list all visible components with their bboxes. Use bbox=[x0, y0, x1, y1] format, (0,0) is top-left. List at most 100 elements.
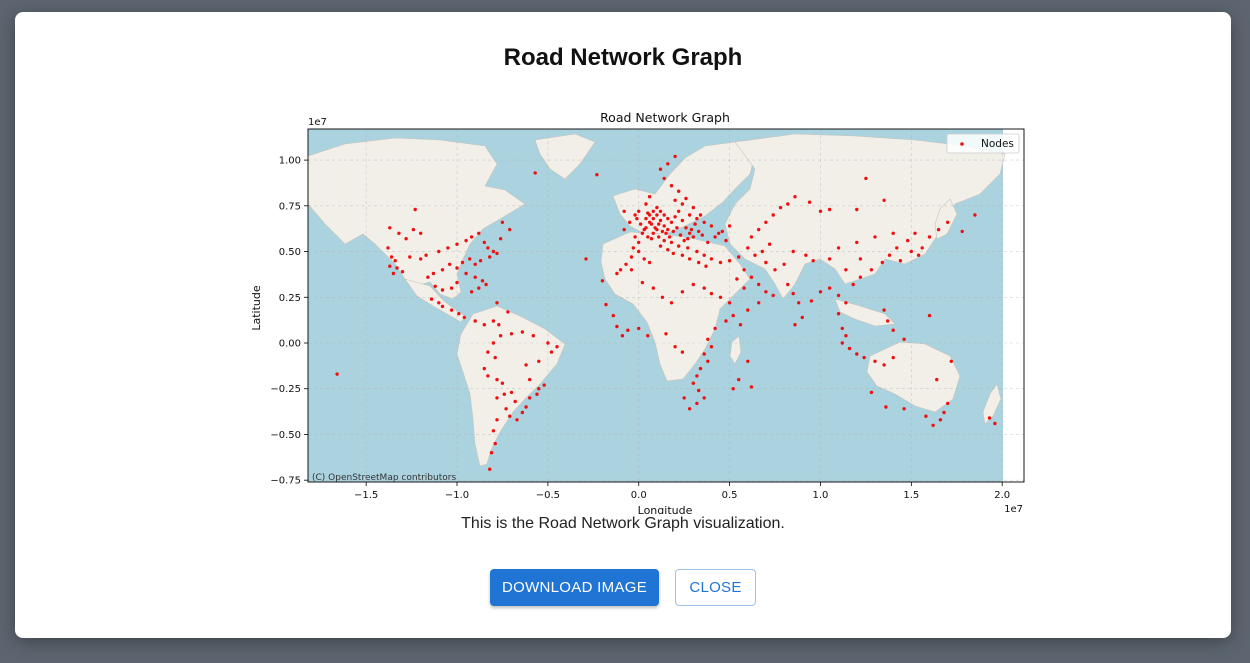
node-point bbox=[424, 253, 428, 257]
node-point bbox=[660, 295, 665, 299]
node-point bbox=[631, 246, 635, 250]
node-point bbox=[782, 262, 786, 266]
node-point bbox=[537, 387, 541, 391]
node-point bbox=[753, 253, 757, 257]
scatter-map-chart: (C) OpenStreetMap contributors −1.5 −1.0−… bbox=[250, 110, 1025, 517]
node-point bbox=[666, 227, 670, 232]
node-point bbox=[535, 392, 539, 396]
node-point bbox=[618, 268, 623, 272]
node-point bbox=[419, 257, 423, 261]
node-point bbox=[678, 233, 683, 237]
node-point bbox=[882, 363, 886, 367]
node-point bbox=[644, 202, 648, 206]
node-point bbox=[709, 224, 714, 228]
node-point bbox=[520, 410, 525, 415]
node-point bbox=[651, 216, 655, 221]
land-greenland bbox=[534, 133, 596, 180]
node-point bbox=[464, 271, 468, 276]
node-point bbox=[793, 195, 797, 199]
x-axis-ticks: −1.5 −1.0 −0.5 0.0 0.5 1.0 1.5 2.0 bbox=[354, 482, 1010, 501]
node-point bbox=[391, 271, 396, 276]
node-point bbox=[869, 390, 874, 395]
close-button[interactable]: CLOSE bbox=[675, 569, 756, 606]
node-point bbox=[647, 260, 652, 265]
node-point bbox=[658, 209, 663, 213]
node-point bbox=[495, 251, 499, 256]
chart-title: Road Network Graph bbox=[600, 110, 730, 125]
node-point bbox=[757, 301, 761, 305]
node-point bbox=[749, 235, 754, 239]
node-point bbox=[713, 235, 717, 239]
node-point bbox=[800, 315, 804, 320]
node-point bbox=[882, 198, 886, 202]
node-point bbox=[491, 319, 496, 323]
node-points bbox=[335, 154, 997, 471]
node-point bbox=[811, 259, 815, 263]
x-tick-label: −1.0 bbox=[445, 490, 469, 501]
node-point bbox=[697, 229, 701, 234]
node-point bbox=[633, 213, 637, 217]
node-point bbox=[793, 323, 797, 327]
node-point bbox=[680, 350, 685, 354]
node-point bbox=[791, 291, 795, 296]
node-point bbox=[713, 326, 717, 331]
node-point bbox=[555, 345, 559, 349]
land-north-america bbox=[308, 137, 526, 300]
node-point bbox=[528, 377, 532, 382]
node-point bbox=[682, 396, 686, 400]
node-point bbox=[687, 257, 692, 261]
node-point bbox=[697, 388, 701, 393]
node-point bbox=[684, 226, 688, 230]
node-point bbox=[746, 359, 750, 363]
node-point bbox=[611, 313, 615, 318]
node-point bbox=[936, 227, 941, 232]
node-point bbox=[680, 218, 685, 223]
node-point bbox=[731, 313, 735, 318]
node-point bbox=[642, 257, 646, 261]
legend-marker bbox=[960, 142, 964, 146]
node-point bbox=[886, 319, 890, 323]
node-point bbox=[671, 251, 675, 256]
node-point bbox=[666, 216, 670, 221]
land-asia bbox=[724, 133, 1006, 300]
node-point bbox=[749, 275, 754, 279]
y-tick-label: 0.25 bbox=[279, 293, 301, 304]
node-point bbox=[687, 407, 692, 411]
node-point bbox=[498, 237, 503, 241]
node-point bbox=[504, 407, 508, 411]
node-point bbox=[457, 312, 461, 316]
node-point bbox=[844, 301, 848, 305]
node-point bbox=[657, 235, 661, 239]
node-point bbox=[927, 235, 932, 239]
node-point bbox=[666, 162, 670, 166]
node-point bbox=[718, 295, 723, 299]
node-point bbox=[686, 237, 690, 241]
node-point bbox=[493, 355, 497, 360]
node-point bbox=[949, 359, 953, 363]
node-point bbox=[658, 244, 663, 248]
node-point bbox=[946, 220, 950, 224]
node-point bbox=[642, 227, 646, 232]
node-point bbox=[604, 302, 608, 307]
node-point bbox=[987, 416, 992, 420]
land-masses bbox=[308, 133, 1006, 467]
node-point bbox=[482, 240, 486, 245]
node-point bbox=[891, 355, 895, 360]
download-image-button[interactable]: DOWNLOAD IMAGE bbox=[490, 569, 659, 606]
node-point bbox=[731, 387, 735, 391]
node-point bbox=[478, 259, 483, 263]
land-africa bbox=[600, 231, 751, 382]
node-point bbox=[393, 259, 397, 263]
node-point bbox=[626, 328, 630, 332]
node-point bbox=[791, 249, 795, 254]
node-point bbox=[927, 313, 932, 318]
node-point bbox=[827, 207, 832, 212]
node-point bbox=[697, 260, 701, 265]
node-point bbox=[449, 308, 454, 312]
node-point bbox=[938, 418, 943, 422]
x-tick-label: 1.0 bbox=[813, 490, 829, 501]
node-point bbox=[493, 441, 497, 446]
node-point bbox=[698, 213, 703, 217]
node-point bbox=[637, 249, 641, 254]
node-point bbox=[446, 246, 450, 250]
